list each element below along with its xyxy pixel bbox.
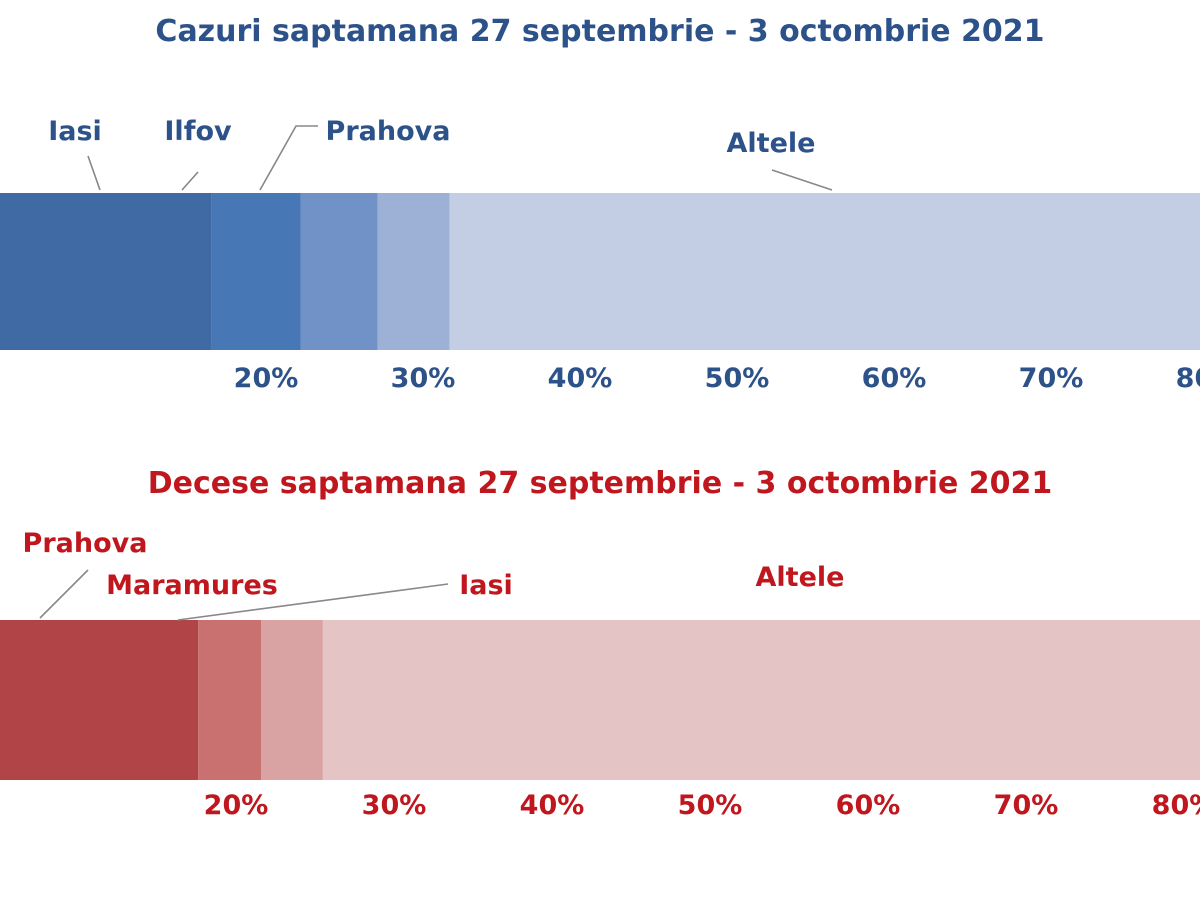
bar-segment-altele <box>322 620 1200 780</box>
x-tick-label: 50% <box>705 363 770 394</box>
x-tick-label: 80% <box>1152 790 1200 821</box>
bar-segment-ilfov <box>300 193 378 350</box>
leader-line-altele <box>771 169 833 191</box>
x-tick-label: 60% <box>862 363 927 394</box>
x-tick-label: 80% <box>1176 363 1200 394</box>
leader-line-iasi <box>87 155 101 191</box>
segment-label-prahova: Prahova <box>326 116 451 147</box>
x-tick-label: 30% <box>362 790 427 821</box>
segment-label-prahova: Prahova <box>23 528 148 559</box>
x-tick-label: 60% <box>836 790 901 821</box>
x-tick-label: 20% <box>234 363 299 394</box>
deaths-chart-plot: Prahova Maramures Iasi Altele 20% 30% 40% 50% 60… <box>0 528 1200 821</box>
segment-label-iasi: Iasi <box>48 116 102 147</box>
leader-line-iasi <box>177 583 449 621</box>
leader-line-prahova <box>39 569 89 619</box>
bar-segment-prahova <box>0 620 199 780</box>
x-tick-label: 20% <box>204 790 269 821</box>
bar-segment-altele <box>449 193 1200 350</box>
cases-chart-plot: Iasi Ilfov Prahova Altele 20% 30% 40% 50% 60% 70%… <box>0 116 1200 394</box>
cases-chart: Cazuri saptamana 27 septembrie - 3 octom… <box>0 0 1200 440</box>
deaths-chart-title: Decese saptamana 27 septembrie - 3 octom… <box>147 466 1053 501</box>
leader-line-prahova <box>259 125 318 191</box>
x-tick-label: 70% <box>994 790 1059 821</box>
segment-label-altele: Altele <box>756 562 845 593</box>
segment-label-ilfov: Ilfov <box>164 116 232 147</box>
x-tick-label: 40% <box>548 363 613 394</box>
x-tick-label: 70% <box>1019 363 1084 394</box>
bar-segment-maramures <box>198 620 262 780</box>
x-tick-label: 40% <box>520 790 585 821</box>
bar-segment-iasi <box>261 620 323 780</box>
segment-label-altele: Altele <box>727 128 816 159</box>
segment-label-maramures: Maramures <box>106 570 278 601</box>
cases-chart-title: Cazuri saptamana 27 septembrie - 3 octom… <box>155 14 1045 49</box>
deaths-chart: Decese saptamana 27 septembrie - 3 octom… <box>0 440 1200 900</box>
leader-line-ilfov <box>181 171 199 191</box>
segment-label-iasi: Iasi <box>459 570 513 601</box>
bar-segment-iasi <box>211 193 301 350</box>
bar-segment-unlabeled-0 <box>0 193 212 350</box>
x-tick-label: 30% <box>391 363 456 394</box>
x-tick-label: 50% <box>678 790 743 821</box>
bar-segment-prahova <box>377 193 450 350</box>
